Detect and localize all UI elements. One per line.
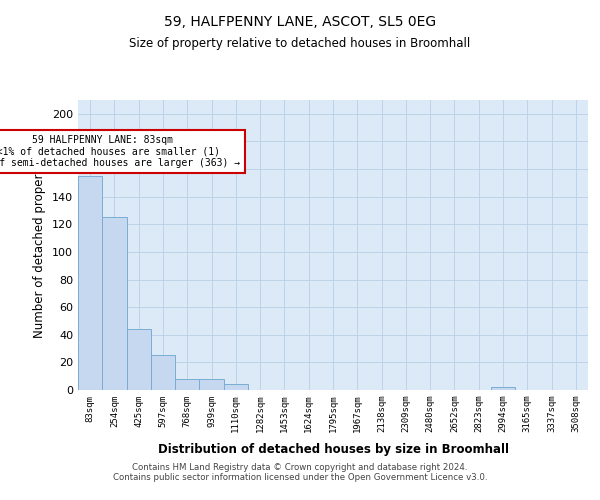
Bar [224,384,248,390]
Text: Distribution of detached houses by size in Broomhall: Distribution of detached houses by size … [158,442,509,456]
Text: Contains HM Land Registry data © Crown copyright and database right 2024.
Contai: Contains HM Land Registry data © Crown c… [113,463,487,482]
Text: 59, HALFPENNY LANE, ASCOT, SL5 0EG: 59, HALFPENNY LANE, ASCOT, SL5 0EG [164,15,436,29]
Y-axis label: Number of detached properties: Number of detached properties [34,152,46,338]
Bar [199,379,224,390]
Bar [78,176,102,390]
Bar [127,329,151,390]
Text: 59 HALFPENNY LANE: 83sqm
← <1% of detached houses are smaller (1)
>99% of semi-d: 59 HALFPENNY LANE: 83sqm ← <1% of detach… [0,134,241,168]
Text: Size of property relative to detached houses in Broomhall: Size of property relative to detached ho… [130,38,470,51]
Bar [491,387,515,390]
Bar [175,379,199,390]
Bar [102,218,127,390]
Bar [151,356,175,390]
